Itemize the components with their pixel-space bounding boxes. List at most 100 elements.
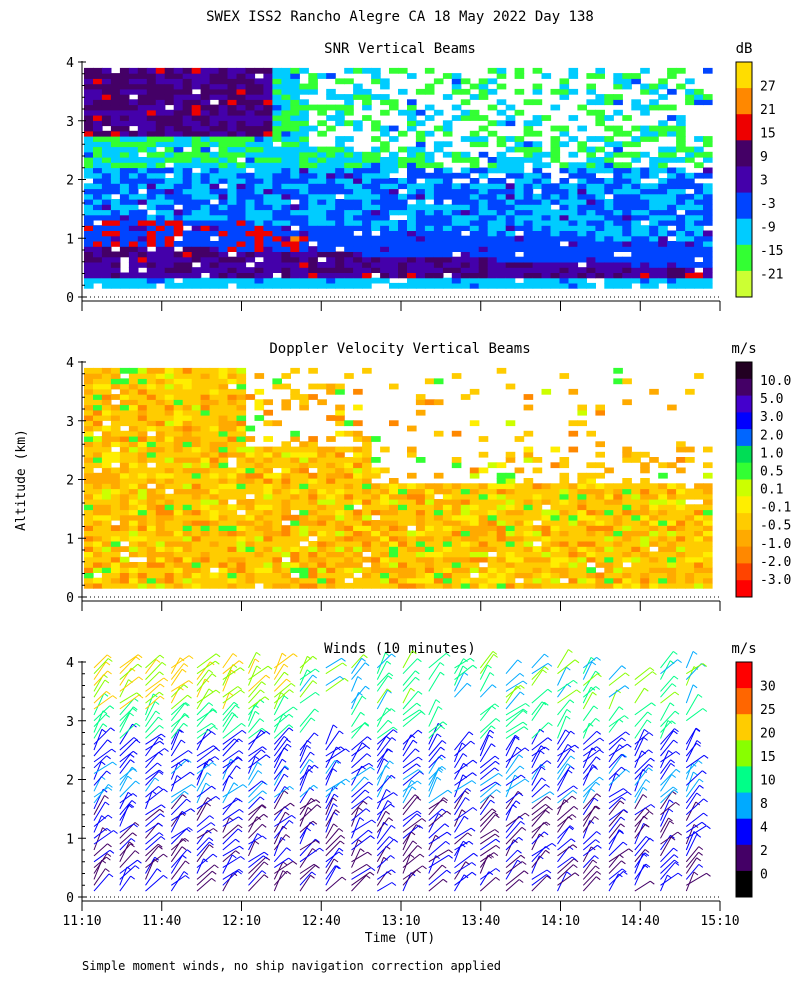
snr-cell (236, 178, 247, 184)
snr-cell (128, 241, 139, 247)
snr-cell (550, 272, 561, 279)
velocity-cell (523, 582, 534, 589)
snr-cell (227, 151, 238, 158)
snr-cell (290, 193, 300, 200)
snr-cell (281, 246, 291, 252)
velocity-cell (308, 525, 318, 531)
velocity-cell (164, 462, 175, 469)
snr-cell (442, 235, 453, 242)
velocity-cell (407, 530, 417, 537)
velocity-cell (353, 567, 363, 573)
snr-cell (137, 104, 148, 111)
snr-cell (254, 241, 265, 247)
snr-cell (658, 146, 668, 153)
snr-cell (389, 251, 399, 258)
velocity-cell (290, 535, 300, 542)
snr-cell (245, 183, 256, 190)
snr-cell (640, 130, 650, 137)
velocity-cell (362, 546, 372, 552)
velocity-cell (676, 530, 686, 537)
velocity-cell (236, 383, 247, 390)
snr-cell (559, 214, 570, 221)
snr-cell (505, 277, 516, 284)
velocity-cell (101, 541, 112, 547)
snr-cell (667, 277, 677, 284)
velocity-cell (146, 409, 157, 416)
velocity-cell (694, 546, 704, 552)
velocity-cell (362, 535, 372, 542)
snr-cell (523, 256, 534, 263)
velocity-cell (613, 562, 623, 568)
velocity-cell (344, 488, 354, 495)
snr-cell (218, 230, 229, 237)
snr-cell (433, 183, 444, 190)
snr-cell (353, 178, 363, 184)
snr-cell (290, 141, 300, 148)
wind-barb (222, 750, 240, 763)
velocity-cell (155, 388, 166, 395)
snr-cell (155, 67, 166, 74)
velocity-cell (478, 530, 489, 537)
wind-barb (170, 729, 181, 751)
velocity-cell (532, 457, 543, 463)
velocity-cell (263, 577, 273, 584)
wind-barb-flag (158, 822, 163, 827)
snr-cell (451, 235, 462, 242)
snr-cell (371, 94, 381, 100)
velocity-cell (93, 520, 103, 526)
velocity-cell (146, 399, 157, 406)
velocity-cell (218, 520, 229, 526)
velocity-cell (595, 520, 605, 526)
snr-cell (263, 109, 273, 116)
snr-cell (227, 115, 238, 121)
wind-barb-flag (106, 856, 111, 861)
snr-cell (586, 109, 596, 116)
velocity-cell (424, 572, 435, 579)
snr-cell (200, 157, 211, 163)
snr-cell (272, 193, 282, 200)
velocity-cell (487, 493, 498, 500)
velocity-cell (514, 562, 525, 568)
snr-cell (101, 151, 112, 158)
velocity-cell (380, 530, 390, 537)
snr-cell (200, 141, 211, 148)
velocity-cell (137, 420, 148, 427)
wind-barb-flag (240, 856, 245, 860)
snr-cell (424, 162, 435, 169)
snr-cell (155, 109, 166, 116)
velocity-cell (254, 399, 265, 406)
velocity-cell (469, 556, 480, 563)
velocity-cell (227, 541, 238, 547)
snr-cell (218, 193, 229, 200)
velocity-cell (209, 472, 220, 479)
velocity-cell (344, 373, 354, 379)
snr-cell (380, 204, 390, 211)
snr-cell (299, 167, 309, 174)
snr-cell (344, 162, 354, 169)
snr-cell (532, 67, 543, 74)
velocity-cell (137, 425, 148, 432)
snr-cell (182, 67, 193, 74)
snr-cell (577, 209, 587, 216)
velocity-cell (236, 577, 247, 584)
wind-barb (119, 737, 135, 751)
snr-cell (398, 157, 408, 163)
snr-cell (263, 235, 273, 242)
velocity-cell (442, 483, 453, 490)
snr-cell (290, 157, 300, 163)
snr-cell (631, 136, 641, 142)
snr-cell (335, 230, 345, 237)
snr-cell (110, 172, 121, 179)
velocity-cell (451, 520, 462, 526)
velocity-cell (460, 504, 471, 511)
snr-cell (191, 67, 202, 74)
velocity-cell (119, 415, 130, 421)
velocity-cell (218, 457, 229, 463)
velocity-cell (254, 546, 265, 552)
velocity-cell (649, 388, 659, 395)
velocity-cell (164, 582, 175, 589)
snr-cell (146, 277, 157, 284)
velocity-cell (568, 514, 579, 521)
velocity-cell (101, 378, 112, 385)
snr-cell (272, 262, 282, 268)
